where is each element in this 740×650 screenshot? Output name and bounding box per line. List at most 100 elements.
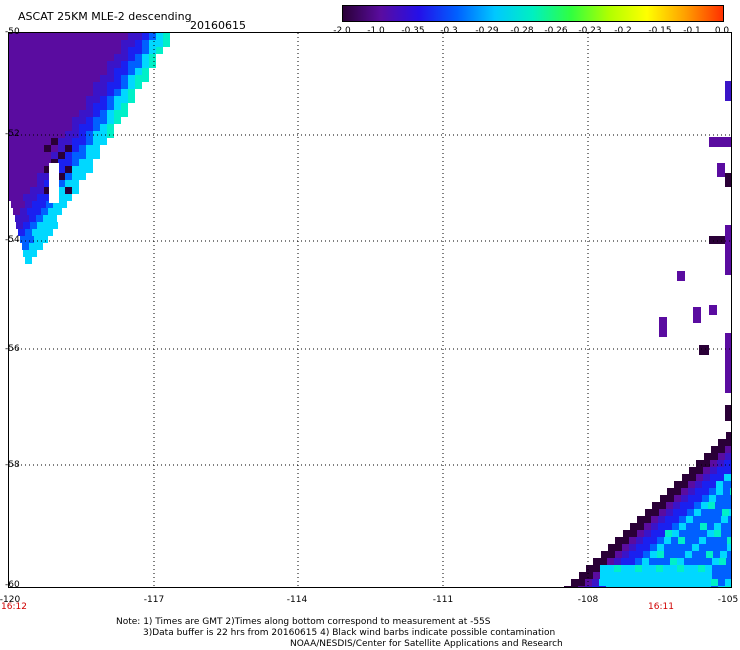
swath-pixel <box>718 439 725 446</box>
colorbar-label: -1.0 <box>367 26 385 36</box>
swath-pixel <box>635 558 642 565</box>
swath-pixel <box>652 502 659 509</box>
swath-pixel <box>20 208 27 215</box>
swath-pixel <box>114 75 121 82</box>
swath-pixel <box>51 138 58 145</box>
swath-pixel <box>51 117 58 124</box>
swath-pixel <box>22 215 29 222</box>
swath-pixel <box>601 551 608 558</box>
swath-pixel <box>79 89 86 96</box>
swath-pixel <box>163 33 170 40</box>
swath-pixel <box>58 33 65 40</box>
swath-pixel <box>37 89 44 96</box>
swath-pixel <box>51 89 58 96</box>
swath-pixel <box>149 33 156 40</box>
swath-pixel <box>72 40 79 47</box>
swath-pixel <box>571 586 578 587</box>
swath-pixel <box>679 516 686 523</box>
swath-pixel <box>135 54 142 61</box>
swath-pixel <box>107 40 114 47</box>
swath-pixel <box>731 467 732 474</box>
swath-pixel <box>107 110 114 117</box>
swath-pixel <box>666 502 673 509</box>
swath-pixel <box>728 516 731 523</box>
swath-pixel <box>670 572 677 579</box>
swath-pixel <box>100 103 107 110</box>
swath-pixel <box>645 509 652 516</box>
swath-pixel <box>93 103 100 110</box>
swath-pixel <box>719 558 726 565</box>
swath-pixel <box>677 558 684 565</box>
swath-pixel <box>709 137 731 147</box>
swath-pixel <box>728 530 731 537</box>
swath-pixel <box>51 82 58 89</box>
swath-pixel <box>9 40 16 47</box>
swath-pixel <box>706 537 713 544</box>
swath-pixel <box>674 481 681 488</box>
swath-pixel <box>678 537 685 544</box>
swath-pixel <box>65 124 72 131</box>
swath-pixel <box>30 187 37 194</box>
swath-pixel <box>72 54 79 61</box>
swath-pixel <box>72 110 79 117</box>
swath-pixel <box>37 47 44 54</box>
swath-pixel <box>615 551 622 558</box>
swath-pixel <box>688 481 695 488</box>
swath-pixel <box>636 544 643 551</box>
swath-pixel <box>648 586 655 587</box>
swath-pixel <box>46 229 53 236</box>
swath-pixel <box>72 166 79 173</box>
swath-pixel <box>100 138 107 145</box>
swath-pixel <box>705 565 712 572</box>
swath-pixel <box>100 117 107 124</box>
swath-pixel <box>651 516 658 523</box>
swath-pixel <box>79 47 86 54</box>
swath-pixel <box>65 159 72 166</box>
swath-pixel <box>710 474 717 481</box>
swath-pixel <box>657 537 664 544</box>
swath-pixel <box>86 82 93 89</box>
swath-pixel <box>699 551 706 558</box>
swath-pixel <box>79 75 86 82</box>
swath-pixel <box>114 61 121 68</box>
swath-pixel <box>658 523 665 530</box>
swath-pixel <box>725 579 731 586</box>
swath-pixel <box>30 145 37 152</box>
swath-pixel <box>714 516 721 523</box>
swath-pixel <box>65 82 72 89</box>
swath-pixel <box>708 502 715 509</box>
swath-pixel <box>41 236 48 243</box>
swath-pixel <box>100 47 107 54</box>
swath-pixel <box>697 579 704 586</box>
swath-pixel <box>700 516 707 523</box>
swath-pixel <box>692 544 699 551</box>
swath-pixel <box>707 530 714 537</box>
swath-pixel <box>79 117 86 124</box>
colorbar-label: -0.23 <box>578 26 602 36</box>
swath-pixel <box>41 208 48 215</box>
swath-pixel <box>30 180 37 187</box>
swath-pixel <box>656 572 663 579</box>
swath-pixel <box>72 82 79 89</box>
swath-pixel <box>615 537 622 544</box>
swath-pixel <box>672 523 679 530</box>
swath-pixel <box>636 537 643 544</box>
swath-pixel <box>128 47 135 54</box>
swath-pixel <box>16 180 23 187</box>
swath-pixel <box>65 96 72 103</box>
swath-pixel <box>86 68 93 75</box>
swath-pixel <box>121 110 128 117</box>
swath-pixel <box>707 523 714 530</box>
swath-pixel <box>656 558 663 565</box>
swath-pixel <box>20 236 27 243</box>
swath-pixel <box>65 173 72 180</box>
swath-pixel <box>65 40 72 47</box>
swath-pixel <box>86 89 93 96</box>
swath-pixel <box>27 236 34 243</box>
swath-pixel <box>58 110 65 117</box>
swath-pixel <box>725 446 731 453</box>
swath-pixel <box>37 222 44 229</box>
swath-pixel <box>79 103 86 110</box>
swath-pixel <box>686 530 693 537</box>
swath-pixel <box>23 33 30 40</box>
